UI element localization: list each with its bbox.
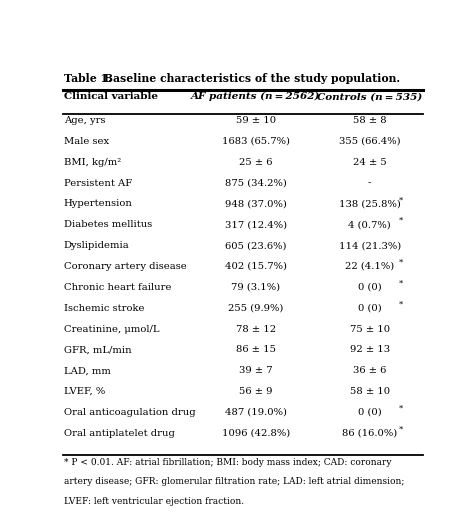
Text: Dyslipidemia: Dyslipidemia <box>64 241 129 250</box>
Text: 75 ± 10: 75 ± 10 <box>350 324 390 333</box>
Text: 58 ± 10: 58 ± 10 <box>350 387 390 396</box>
Text: Oral antiplatelet drug: Oral antiplatelet drug <box>64 429 174 438</box>
Text: 402 (15.7%): 402 (15.7%) <box>225 262 287 271</box>
Text: Table 1.: Table 1. <box>64 73 111 84</box>
Text: 1096 (42.8%): 1096 (42.8%) <box>222 429 290 438</box>
Text: *: * <box>399 196 403 204</box>
Text: 92 ± 13: 92 ± 13 <box>350 346 390 354</box>
Text: 114 (21.3%): 114 (21.3%) <box>338 241 401 250</box>
Text: Chronic heart failure: Chronic heart failure <box>64 283 171 292</box>
Text: *: * <box>399 425 403 434</box>
Text: 79 (3.1%): 79 (3.1%) <box>231 283 280 292</box>
Text: 56 ± 9: 56 ± 9 <box>239 387 273 396</box>
Text: 22 (4.1%): 22 (4.1%) <box>345 262 394 271</box>
Text: 86 ± 15: 86 ± 15 <box>236 346 276 354</box>
Text: Persistent AF: Persistent AF <box>64 178 132 187</box>
Text: 24 ± 5: 24 ± 5 <box>353 158 386 167</box>
Text: AF patients (n = 2562): AF patients (n = 2562) <box>191 92 320 101</box>
Text: 317 (12.4%): 317 (12.4%) <box>225 220 287 229</box>
Text: Oral anticoagulation drug: Oral anticoagulation drug <box>64 408 195 417</box>
Text: *: * <box>399 405 403 413</box>
Text: BMI, kg/m²: BMI, kg/m² <box>64 158 121 167</box>
Text: 36 ± 6: 36 ± 6 <box>353 366 386 375</box>
Text: *: * <box>399 259 403 267</box>
Text: 0 (0): 0 (0) <box>358 304 382 313</box>
Text: -: - <box>368 178 371 187</box>
Text: 25 ± 6: 25 ± 6 <box>239 158 273 167</box>
Text: 255 (9.9%): 255 (9.9%) <box>228 304 283 313</box>
Text: 59 ± 10: 59 ± 10 <box>236 116 276 125</box>
Text: 0 (0): 0 (0) <box>358 408 382 417</box>
Text: Coronary artery disease: Coronary artery disease <box>64 262 186 271</box>
Text: Age, yrs: Age, yrs <box>64 116 105 125</box>
Text: 487 (19.0%): 487 (19.0%) <box>225 408 287 417</box>
Text: 86 (16.0%): 86 (16.0%) <box>342 429 397 438</box>
Text: Male sex: Male sex <box>64 137 109 146</box>
Text: 605 (23.6%): 605 (23.6%) <box>225 241 286 250</box>
Text: 355 (66.4%): 355 (66.4%) <box>339 137 401 146</box>
Text: 4 (0.7%): 4 (0.7%) <box>348 220 391 229</box>
Text: LVEF, %: LVEF, % <box>64 387 105 396</box>
Text: 58 ± 8: 58 ± 8 <box>353 116 386 125</box>
Text: 0 (0): 0 (0) <box>358 283 382 292</box>
Text: Creatinine, μmol/L: Creatinine, μmol/L <box>64 324 159 333</box>
Text: LVEF: left ventricular ejection fraction.: LVEF: left ventricular ejection fraction… <box>64 497 244 506</box>
Text: 78 ± 12: 78 ± 12 <box>236 324 276 333</box>
Text: 948 (37.0%): 948 (37.0%) <box>225 200 287 209</box>
Text: *: * <box>399 217 403 225</box>
Text: 138 (25.8%): 138 (25.8%) <box>339 200 401 209</box>
Text: 875 (34.2%): 875 (34.2%) <box>225 178 287 187</box>
Text: LAD, mm: LAD, mm <box>64 366 110 375</box>
Text: Hypertension: Hypertension <box>64 200 133 209</box>
Text: artery disease; GFR: glomerular filtration rate; LAD: left atrial dimension;: artery disease; GFR: glomerular filtrati… <box>64 477 404 486</box>
Text: 1683 (65.7%): 1683 (65.7%) <box>222 137 290 146</box>
Text: Diabetes mellitus: Diabetes mellitus <box>64 220 152 229</box>
Text: Clinical variable: Clinical variable <box>64 92 158 101</box>
Text: Controls (n = 535): Controls (n = 535) <box>317 92 422 101</box>
Text: Baseline characteristics of the study population.: Baseline characteristics of the study po… <box>93 73 400 84</box>
Text: 39 ± 7: 39 ± 7 <box>239 366 273 375</box>
Text: *: * <box>399 280 403 288</box>
Text: *: * <box>399 301 403 309</box>
Text: Ischemic stroke: Ischemic stroke <box>64 304 144 313</box>
Text: * P < 0.01. AF: atrial fibrillation; BMI: body mass index; CAD: coronary: * P < 0.01. AF: atrial fibrillation; BMI… <box>64 458 391 467</box>
Text: GFR, mL/min: GFR, mL/min <box>64 346 131 354</box>
